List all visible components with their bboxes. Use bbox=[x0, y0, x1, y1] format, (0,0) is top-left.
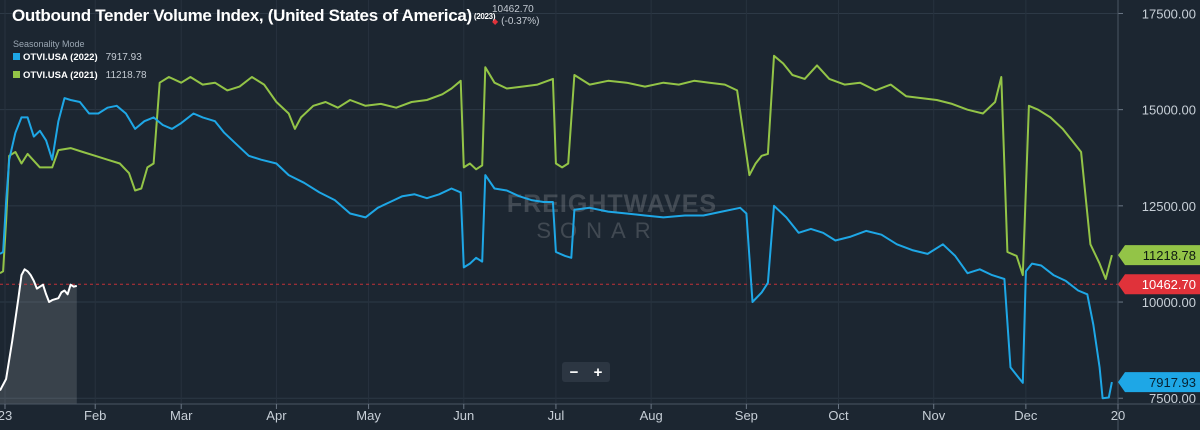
price-tag-label: 7917.93 bbox=[1149, 375, 1196, 390]
price-tag-green: 11218.78 bbox=[1118, 245, 1200, 266]
x-tick-label: Aug bbox=[640, 408, 663, 423]
y-tick-label: 15000.00 bbox=[1142, 103, 1196, 118]
y-tick-label: 10000.00 bbox=[1142, 295, 1196, 310]
x-tick-label: May bbox=[356, 408, 381, 423]
zoom-controls: − + bbox=[562, 362, 610, 382]
x-tick-label: Jul bbox=[548, 408, 565, 423]
x-tick-label: Apr bbox=[266, 408, 287, 423]
x-tick-label: 20 bbox=[1111, 408, 1125, 423]
price-tag-box bbox=[1118, 245, 1200, 266]
title-year: (2023) bbox=[473, 12, 496, 22]
price-tag-label: 10462.70 bbox=[1142, 277, 1196, 292]
legend-swatch-blue bbox=[13, 53, 20, 60]
x-axis: 23 Feb Mar Apr May Jun Jul Aug Sep Oct Nov Dec 20 bbox=[0, 403, 1200, 423]
y-tick-label: 12500.00 bbox=[1142, 199, 1196, 214]
down-arrow-icon: ◆ bbox=[492, 17, 499, 26]
series-line-2023 bbox=[0, 268, 78, 391]
series-line-2021 bbox=[0, 54, 1113, 280]
price-tag-blue: 7917.93 bbox=[1118, 372, 1200, 393]
price-tags: 11218.78 10462.70 7917.93 bbox=[1118, 245, 1200, 393]
title-text: Outbound Tender Volume Index, (United St… bbox=[12, 6, 472, 25]
legend-item-2021[interactable]: OTVI.USA (2021) 11218.78 bbox=[13, 70, 147, 81]
zoom-in-button[interactable]: + bbox=[593, 363, 603, 381]
chart-title: Outbound Tender Volume Index, (United St… bbox=[12, 6, 496, 26]
header-values: 10462.70 ◆ (-0.37%) bbox=[492, 4, 540, 28]
x-tick-label: Jun bbox=[453, 408, 474, 423]
price-tag-box bbox=[1118, 274, 1200, 295]
x-tick-label: Oct bbox=[828, 408, 849, 423]
y-axis: 7500.00 10000.00 12500.00 15000.00 17500.00 bbox=[1117, 0, 1196, 430]
x-tick-label: Sep bbox=[735, 408, 758, 423]
watermark-brand: FREIGHTWAVES bbox=[507, 190, 717, 218]
legend-value: 7917.93 bbox=[105, 52, 142, 63]
x-tick-label: Nov bbox=[922, 408, 946, 423]
x-tick-label: Dec bbox=[1014, 408, 1038, 423]
legend-swatch-green bbox=[13, 71, 20, 78]
series-2023-area bbox=[0, 269, 77, 404]
change-row: ◆ (-0.37%) bbox=[492, 16, 540, 28]
legend-name: OTVI.USA (2021) bbox=[23, 70, 98, 81]
legend-item-2022[interactable]: OTVI.USA (2022) 7917.93 bbox=[13, 52, 142, 63]
price-tag-red: 10462.70 bbox=[1118, 274, 1200, 295]
price-tag-label: 11218.78 bbox=[1143, 248, 1196, 263]
legend-name: OTVI.USA (2022) bbox=[23, 52, 98, 63]
legend-value: 11218.78 bbox=[105, 70, 147, 81]
current-value: 10462.70 bbox=[492, 4, 534, 15]
zoom-out-button[interactable]: − bbox=[569, 363, 579, 381]
y-tick-label: 7500.00 bbox=[1149, 391, 1196, 406]
price-tag-box bbox=[1118, 372, 1200, 393]
series-lines bbox=[0, 54, 1113, 400]
change-value: (-0.37%) bbox=[501, 16, 540, 27]
x-tick-label: Mar bbox=[170, 408, 193, 423]
y-tick-label: 17500.00 bbox=[1142, 6, 1196, 21]
x-tick-label: 23 bbox=[0, 408, 12, 423]
series-line-2022 bbox=[0, 97, 1113, 400]
seasonality-mode-label: Seasonality Mode bbox=[13, 39, 85, 49]
x-tick-label: Feb bbox=[84, 408, 106, 423]
